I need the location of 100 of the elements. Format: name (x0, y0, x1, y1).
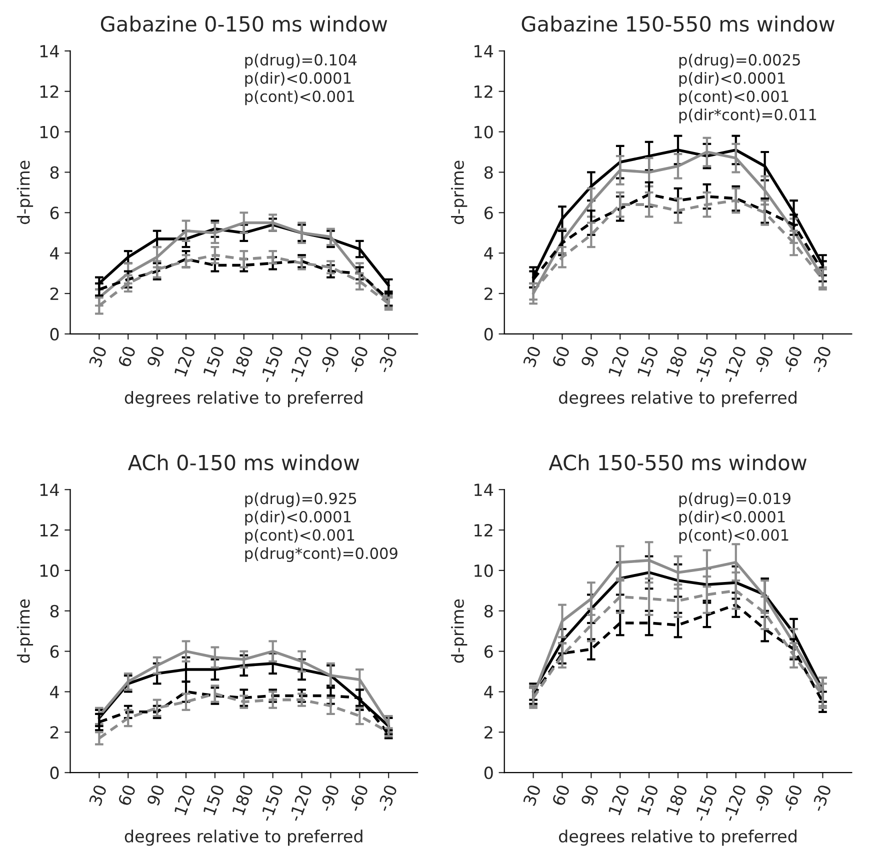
y-tick-label: 0 (50, 766, 59, 780)
x-tick-label: 90 (146, 346, 165, 368)
annotation: p(dir*cont)=0.011 (679, 108, 816, 124)
y-axis-title: d-prime (451, 160, 468, 224)
x-tick-label: 30 (88, 784, 107, 806)
x-tick-label: -30 (376, 345, 398, 374)
x-tick-label: 30 (522, 784, 542, 806)
y-tick-label: 6 (50, 645, 59, 658)
annotation: p(dir)<0.0001 (679, 72, 785, 87)
annotation: p(drug)=0.019 (679, 492, 790, 508)
y-tick-label: 0 (50, 328, 59, 341)
y-tick-label: 2 (484, 287, 492, 300)
chart-title: ACh 150-550 ms window (548, 454, 807, 470)
y-tick-label: 4 (484, 247, 494, 260)
annotation: p(drug)=0.0025 (679, 54, 800, 69)
x-tick-label: -30 (811, 345, 832, 374)
y-tick-label: 10 (40, 564, 59, 578)
x-tick-label: 60 (552, 784, 570, 806)
x-tick-label: -60 (348, 784, 368, 812)
y-tick-label: 8 (484, 604, 493, 618)
y-tick-label: 12 (40, 524, 58, 536)
x-tick-label: -90 (753, 784, 774, 812)
x-tick-label: -30 (811, 784, 832, 812)
x-tick-label: -90 (319, 345, 340, 374)
x-tick-label: 180 (232, 346, 254, 377)
x-tick-label: -60 (782, 784, 803, 812)
annotation: p(dir)<0.0001 (245, 72, 351, 87)
y-tick-label: 4 (50, 686, 59, 698)
annotation: p(dir)<0.0001 (245, 510, 351, 526)
x-tick-label: 150 (202, 784, 225, 816)
x-tick-label: 90 (580, 346, 599, 368)
y-tick-label: 8 (50, 604, 59, 618)
x-tick-label: 60 (552, 346, 570, 368)
x-tick-label: 30 (522, 346, 542, 368)
y-axis-title: d-prime (16, 160, 34, 224)
x-tick-label: 60 (118, 784, 136, 806)
annotation: p(drug)=0.925 (245, 492, 356, 508)
y-tick-label: 10 (40, 126, 59, 138)
annotation: p(cont)<0.001 (245, 528, 354, 544)
annotation: p(dir)<0.0001 (679, 510, 785, 526)
x-tick-label: -90 (753, 345, 774, 374)
x-tick-label: -150 (693, 345, 718, 384)
y-tick-label: 6 (50, 206, 59, 220)
y-tick-label: 2 (50, 287, 58, 300)
y-tick-label: 12 (474, 524, 492, 536)
y-tick-label: 8 (484, 166, 493, 179)
x-tick-label: 120 (174, 784, 196, 816)
y-tick-label: 12 (40, 85, 58, 98)
x-tick-label: 120 (174, 346, 196, 377)
x-tick-label: 180 (232, 784, 254, 816)
x-tick-label: 90 (580, 784, 599, 806)
annotation: p(cont)<0.001 (679, 90, 788, 106)
x-tick-label: -120 (722, 784, 747, 822)
x-tick-label: -60 (348, 345, 368, 374)
x-tick-label: 30 (88, 346, 107, 368)
y-tick-label: 2 (50, 726, 58, 738)
x-tick-label: -150 (259, 345, 284, 384)
y-tick-label: 8 (50, 166, 59, 179)
y-tick-label: 6 (484, 645, 493, 658)
annotation: p(cont)<0.001 (679, 528, 788, 544)
annotation: p(drug*cont)=0.009 (245, 547, 398, 562)
x-tick-label: -150 (259, 784, 284, 822)
x-tick-label: -120 (288, 784, 312, 822)
y-tick-label: 12 (474, 85, 492, 98)
x-tick-label: -120 (722, 345, 747, 384)
x-tick-label: 150 (636, 346, 659, 377)
y-tick-label: 0 (484, 766, 493, 780)
x-tick-label: 120 (608, 346, 630, 377)
x-tick-label: -150 (693, 784, 718, 822)
y-tick-label: 14 (474, 484, 494, 496)
y-tick-label: 0 (484, 328, 493, 341)
y-tick-label: 10 (474, 126, 493, 138)
y-tick-label: 4 (50, 247, 59, 260)
x-tick-label: -90 (319, 784, 340, 812)
annotation: p(drug)=0.104 (245, 54, 357, 69)
x-tick-label: -30 (376, 784, 398, 812)
chart-title: ACh 0-150 ms window (128, 454, 360, 470)
x-tick-label: -60 (782, 345, 803, 374)
x-tick-label: 180 (666, 784, 688, 816)
chart-title: Gabazine 150-550 ms window (522, 16, 835, 32)
x-tick-label: 150 (202, 346, 225, 377)
chart-title: Gabazine 0-150 ms window (100, 16, 388, 32)
x-tick-label: -120 (288, 345, 312, 384)
x-tick-label: 60 (118, 346, 136, 368)
x-axis-title: degrees relative to preferred (124, 390, 362, 408)
x-tick-label: 90 (146, 784, 165, 806)
y-axis-title: d-prime (16, 599, 34, 663)
x-tick-label: 150 (636, 784, 659, 816)
y-tick-label: 2 (484, 726, 492, 738)
y-tick-label: 6 (484, 206, 493, 220)
y-tick-label: 14 (40, 484, 59, 496)
y-tick-label: 14 (40, 45, 59, 58)
y-tick-label: 10 (474, 564, 493, 578)
annotation: p(cont)<0.001 (245, 90, 354, 106)
x-tick-label: 180 (666, 346, 688, 377)
y-axis-title: d-prime (451, 599, 468, 663)
x-axis-title: degrees relative to preferred (558, 390, 796, 408)
x-axis-title: degrees relative to preferred (124, 830, 362, 846)
y-tick-label: 14 (474, 45, 494, 58)
x-tick-label: 120 (608, 784, 630, 816)
